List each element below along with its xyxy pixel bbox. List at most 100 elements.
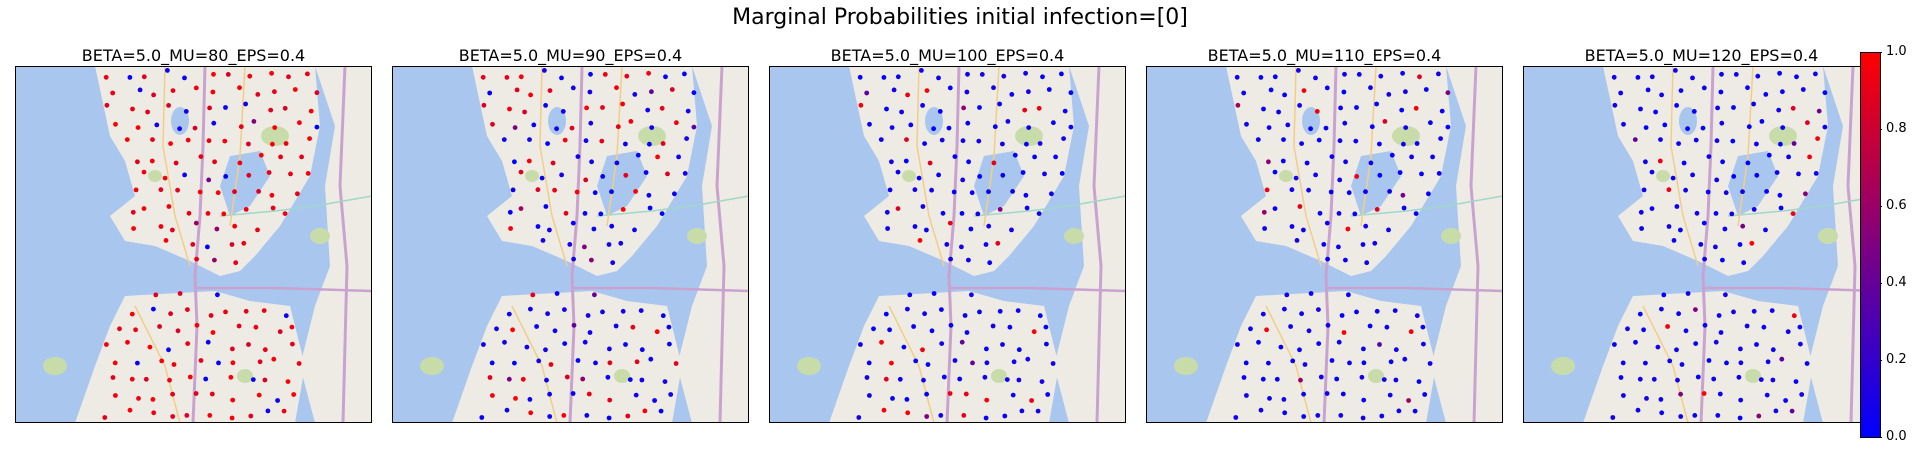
probability-marker bbox=[990, 323, 996, 329]
probability-marker bbox=[1683, 328, 1689, 334]
probability-marker bbox=[1372, 240, 1378, 246]
probability-marker bbox=[947, 391, 953, 396]
probability-marker bbox=[1317, 210, 1323, 216]
probability-marker bbox=[1713, 211, 1719, 216]
probability-marker bbox=[1413, 211, 1419, 217]
axes-frame bbox=[392, 66, 749, 423]
highway-i90 bbox=[572, 286, 749, 293]
probability-marker bbox=[208, 313, 214, 318]
probability-marker bbox=[524, 344, 530, 350]
probability-marker bbox=[642, 408, 648, 414]
probability-marker bbox=[969, 190, 975, 196]
probability-marker bbox=[959, 211, 965, 216]
probability-marker bbox=[575, 154, 581, 159]
probability-marker bbox=[1009, 92, 1015, 97]
probability-marker bbox=[948, 322, 954, 328]
probability-marker bbox=[186, 210, 192, 216]
probability-marker bbox=[922, 311, 927, 317]
probability-marker bbox=[1036, 105, 1042, 111]
probability-marker bbox=[1400, 192, 1406, 198]
probability-marker bbox=[506, 311, 512, 317]
probability-marker bbox=[1364, 260, 1370, 266]
probability-marker bbox=[1773, 408, 1779, 414]
probability-marker bbox=[1791, 313, 1797, 319]
probability-marker bbox=[1377, 342, 1382, 347]
probability-marker bbox=[1298, 377, 1303, 383]
probability-marker bbox=[965, 120, 971, 126]
map-plot bbox=[1523, 66, 1880, 423]
probability-marker bbox=[960, 138, 966, 144]
probability-marker bbox=[314, 124, 320, 130]
probability-marker bbox=[584, 413, 590, 418]
probability-marker bbox=[1235, 102, 1241, 108]
probability-marker bbox=[1290, 358, 1296, 364]
probability-marker bbox=[901, 344, 907, 350]
probability-marker bbox=[175, 328, 181, 334]
probability-marker bbox=[1341, 89, 1347, 95]
probability-marker bbox=[975, 211, 981, 217]
probability-marker bbox=[1685, 291, 1691, 296]
probability-marker bbox=[632, 92, 638, 97]
probability-marker bbox=[1761, 324, 1767, 330]
probability-marker bbox=[233, 260, 239, 266]
probability-marker bbox=[674, 120, 679, 126]
probability-marker bbox=[136, 396, 141, 401]
probability-marker bbox=[635, 152, 641, 158]
probability-marker bbox=[547, 391, 552, 397]
probability-marker bbox=[246, 342, 251, 347]
probability-marker bbox=[1796, 171, 1801, 177]
colorbar-tick-label: 0.4 bbox=[1886, 275, 1907, 290]
probability-marker bbox=[904, 397, 910, 402]
probability-marker bbox=[966, 257, 971, 263]
probability-marker bbox=[170, 414, 176, 419]
probability-marker bbox=[1007, 324, 1013, 330]
probability-marker bbox=[884, 106, 889, 112]
probability-marker bbox=[1649, 74, 1655, 80]
probability-marker bbox=[271, 356, 277, 362]
probability-marker bbox=[526, 158, 532, 164]
probability-marker bbox=[684, 136, 689, 141]
probability-marker bbox=[1301, 227, 1306, 233]
probability-marker bbox=[1022, 107, 1028, 113]
probability-marker bbox=[1678, 88, 1684, 93]
probability-marker bbox=[1678, 414, 1684, 419]
probability-marker bbox=[1659, 410, 1665, 416]
probability-marker bbox=[1337, 138, 1343, 144]
probability-marker bbox=[198, 154, 204, 159]
probability-marker bbox=[1397, 170, 1403, 175]
probability-marker bbox=[1062, 108, 1068, 114]
probability-marker bbox=[1042, 171, 1047, 177]
probability-marker bbox=[1264, 187, 1270, 193]
probability-marker bbox=[182, 172, 188, 178]
probability-marker bbox=[966, 159, 971, 165]
probability-marker bbox=[1045, 392, 1051, 397]
probability-marker bbox=[919, 68, 924, 73]
probability-marker bbox=[494, 326, 499, 332]
park-4 bbox=[237, 369, 253, 383]
park-5 bbox=[902, 170, 916, 182]
probability-marker bbox=[905, 92, 910, 98]
probability-marker bbox=[589, 257, 594, 263]
probability-marker bbox=[175, 187, 181, 193]
probability-marker bbox=[1260, 376, 1266, 382]
probability-marker bbox=[669, 87, 675, 92]
probability-marker bbox=[1356, 72, 1362, 77]
probability-marker bbox=[543, 103, 548, 108]
probability-marker bbox=[1785, 329, 1791, 335]
probability-marker bbox=[951, 189, 957, 195]
land-area-2 bbox=[75, 291, 305, 423]
arterial-road-2 bbox=[1360, 66, 1377, 227]
probability-marker bbox=[1306, 328, 1312, 334]
probability-marker bbox=[205, 211, 211, 216]
probability-marker bbox=[1803, 191, 1808, 197]
probability-marker bbox=[592, 292, 597, 298]
probability-marker bbox=[1678, 227, 1683, 233]
probability-marker bbox=[291, 392, 297, 397]
probability-marker bbox=[867, 121, 872, 127]
land-area-1 bbox=[95, 66, 320, 276]
probability-marker bbox=[158, 187, 164, 193]
probability-marker bbox=[154, 122, 160, 128]
probability-marker bbox=[1436, 71, 1441, 77]
probability-marker bbox=[667, 341, 672, 347]
probability-marker bbox=[481, 342, 486, 347]
